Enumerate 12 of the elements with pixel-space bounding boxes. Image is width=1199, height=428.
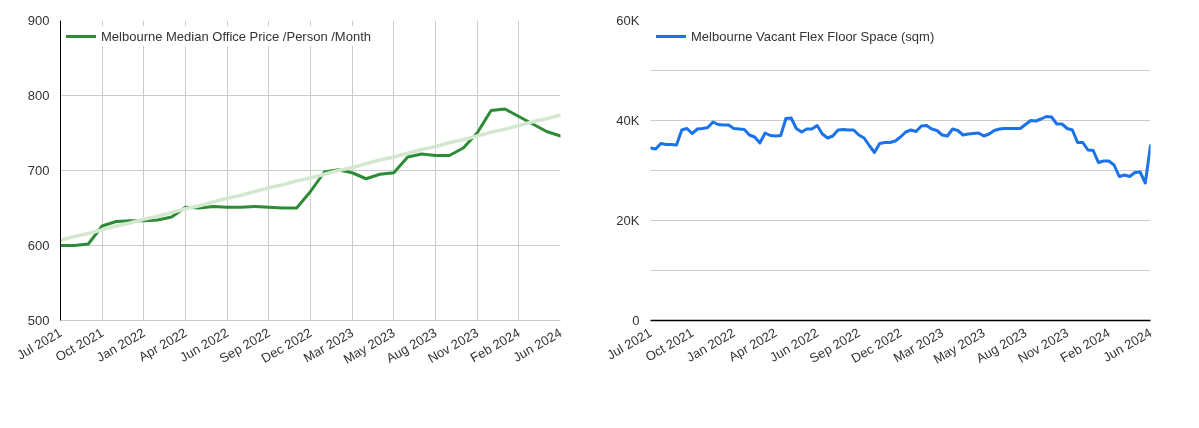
legend-label: Melbourne Median Office Price /Person /Month <box>101 28 372 44</box>
y-tick-label: 20K <box>616 213 640 228</box>
y-tick-label: 0 <box>632 313 640 328</box>
legend-label: Melbourne Vacant Flex Floor Space (sqm) <box>691 28 935 44</box>
y-tick-label: 700 <box>27 163 50 178</box>
y-tick-label: 800 <box>27 88 50 103</box>
line-series <box>650 115 1151 185</box>
y-tick-label: 500 <box>27 313 50 328</box>
y-tick-label: 40K <box>616 113 640 128</box>
y-tick-label: 600 <box>27 238 50 253</box>
y-tick-label: 900 <box>27 13 50 28</box>
y-tick-label: 60K <box>616 13 640 28</box>
